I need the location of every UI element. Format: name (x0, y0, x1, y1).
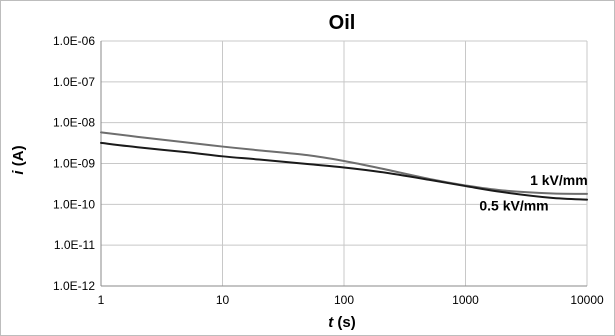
y-tick-label: 1.0E-10 (53, 197, 95, 211)
y-tick-label: 1.0E-11 (54, 238, 95, 252)
x-tick-label: 1 (98, 293, 105, 307)
y-axis-var: i (10, 170, 27, 175)
x-axis-unit: (s) (333, 314, 356, 331)
y-tick-label: 1.0E-09 (53, 157, 95, 171)
y-tick-label: 1.0E-07 (53, 75, 95, 89)
x-tick-label: 1000 (452, 293, 479, 307)
x-axis-title: t (s) (328, 314, 356, 331)
y-tick-label: 1.0E-12 (53, 279, 95, 293)
x-tick-label: 100 (334, 293, 354, 307)
series-label-1: 0.5 kV/mm (479, 198, 548, 214)
series-line-0 (100, 131, 588, 195)
chart-title: Oil (329, 12, 356, 34)
series-line-1 (100, 141, 588, 201)
y-axis-unit: (A) (10, 145, 27, 170)
y-tick-label: 1.0E-08 (53, 116, 95, 130)
grid (100, 40, 588, 287)
x-tick-label: 10 (216, 293, 230, 307)
x-axis-var: t (328, 314, 334, 331)
series-label-0: 1 kV/mm (530, 172, 588, 188)
y-axis-title: i (A) (10, 145, 27, 174)
tick-labels: 1.0E-06 1.0E-07 1.0E-08 1.0E-09 1.0E-10 1.0E-… (53, 34, 604, 307)
x-tick-label: 10000 (570, 293, 604, 307)
axes (100, 41, 587, 287)
series (100, 131, 588, 201)
y-tick-label: 1.0E-06 (53, 34, 95, 48)
series-labels: 1 kV/mm 0.5 kV/mm (479, 172, 587, 214)
